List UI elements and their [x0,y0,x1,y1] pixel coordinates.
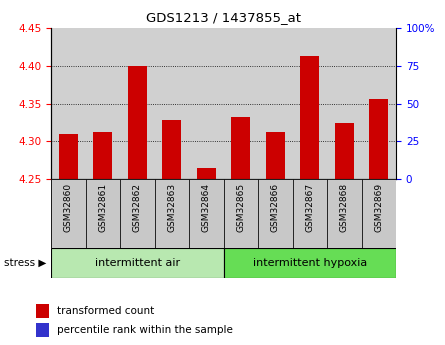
Bar [197,168,216,179]
Bar [335,123,354,179]
Text: GSM32862: GSM32862 [133,183,142,232]
Bar [327,179,362,248]
Bar [120,179,155,248]
Text: intermittent air: intermittent air [95,258,180,268]
Text: GSM32863: GSM32863 [167,183,176,232]
Bar [231,117,251,179]
Bar [36,323,49,337]
Text: GSM32869: GSM32869 [374,183,383,232]
Bar [224,248,396,278]
Bar [369,99,388,179]
Bar [362,179,396,248]
Text: GSM32867: GSM32867 [305,183,314,232]
Bar [51,179,85,248]
Bar [189,179,224,248]
Text: stress ▶: stress ▶ [4,258,47,268]
Title: GDS1213 / 1437855_at: GDS1213 / 1437855_at [146,11,301,24]
Bar [36,304,49,317]
Bar [266,131,285,179]
Bar [59,134,78,179]
Bar [300,56,320,179]
Text: GSM32864: GSM32864 [202,183,211,232]
Text: GSM32866: GSM32866 [271,183,280,232]
Text: GSM32865: GSM32865 [236,183,245,232]
Text: percentile rank within the sample: percentile rank within the sample [57,325,233,335]
Bar [128,66,147,179]
Text: transformed count: transformed count [57,306,154,316]
Text: intermittent hypoxia: intermittent hypoxia [253,258,367,268]
Bar [86,179,120,248]
Bar [293,179,327,248]
Bar [93,132,113,179]
Text: GSM32860: GSM32860 [64,183,73,232]
Bar [162,120,182,179]
Bar [51,248,224,278]
Bar [224,179,258,248]
Text: GSM32861: GSM32861 [98,183,107,232]
Bar [258,179,293,248]
Text: GSM32868: GSM32868 [340,183,349,232]
Bar [155,179,189,248]
